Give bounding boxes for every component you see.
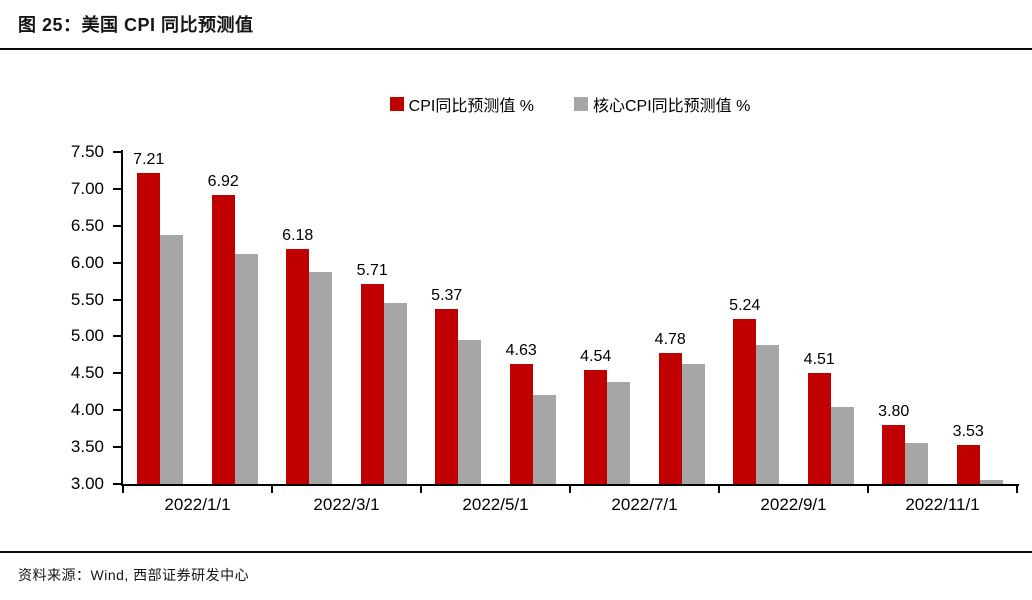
bar-value-label: 5.37 (431, 287, 463, 305)
bar-cpi-2022/10/1 (807, 372, 831, 484)
bar-core-cpi-2022/7/1 (607, 382, 631, 484)
y-tick (113, 187, 121, 190)
bar-value-label: 6.18 (282, 227, 314, 245)
y-tick (113, 409, 121, 412)
x-tick-label: 2022/1/1 (164, 495, 231, 514)
y-tick-label: 4.50 (70, 363, 104, 383)
chart-legend: CPI同比预测值 % 核心CPI同比预测值 % (123, 92, 1017, 116)
y-tick-label: 6.50 (70, 215, 104, 235)
x-axis-line (121, 484, 1019, 486)
bar-value-label: 3.53 (952, 422, 984, 440)
bar-core-cpi-2022/10/1 (830, 406, 854, 484)
legend-label-core-cpi: 核心CPI同比预测值 % (593, 98, 751, 115)
bar-value-label: 6.92 (207, 172, 239, 190)
bar-core-cpi-2022/8/1 (681, 363, 705, 484)
bar-cpi-2022/11/1 (882, 424, 906, 484)
x-tick-label: 2022/5/1 (462, 495, 529, 514)
bar-value-label: 4.78 (654, 330, 686, 348)
bar-core-cpi-2022/4/1 (383, 303, 407, 484)
bar-core-cpi-2022/3/1 (309, 271, 333, 484)
y-tick (113, 483, 121, 485)
bar-value-label: 3.80 (878, 402, 910, 420)
bar-value-label: 5.24 (729, 296, 761, 314)
legend-label-cpi: CPI同比预测值 % (408, 98, 534, 115)
y-tick-label: 3.50 (70, 437, 104, 457)
bar-value-label: 5.71 (356, 262, 388, 280)
x-tick-label: 2022/3/1 (313, 495, 380, 514)
bar-cpi-2022/6/1 (509, 363, 533, 484)
x-tick (122, 486, 124, 493)
bar-core-cpi-2022/6/1 (532, 395, 556, 484)
y-tick (113, 261, 121, 264)
y-tick-label: 3.00 (70, 474, 104, 493)
bar-cpi-2022/8/1 (658, 352, 682, 484)
bar-value-label: 7.21 (133, 151, 165, 169)
bar-cpi-2022/9/1 (733, 318, 757, 484)
y-tick-label: 7.50 (70, 142, 104, 161)
y-tick-label: 5.00 (70, 326, 104, 346)
x-tick (271, 486, 273, 493)
bar-core-cpi-2022/11/1 (905, 443, 929, 484)
bar-cpi-2022/4/1 (360, 284, 384, 484)
bar-value-label: 4.51 (803, 350, 835, 368)
bar-cpi-2022/5/1 (435, 309, 459, 484)
source-divider (0, 551, 1032, 553)
bar-cpi-2022/12/1 (956, 444, 980, 484)
x-tick-label: 2022/7/1 (611, 495, 678, 514)
y-tick (113, 151, 121, 153)
y-tick-label: 6.00 (70, 252, 104, 272)
x-tick (718, 486, 720, 493)
bar-core-cpi-2022/5/1 (458, 340, 482, 484)
figure-title: 图 25：美国 CPI 同比预测值 (18, 15, 254, 35)
x-tick (420, 486, 422, 493)
legend-swatch-cpi (389, 97, 404, 111)
bar-core-cpi-2022/2/1 (234, 253, 258, 484)
bar-core-cpi-2022/9/1 (756, 345, 780, 484)
y-tick (113, 372, 121, 375)
y-tick-label: 4.00 (70, 400, 104, 420)
bar-cpi-2022/2/1 (211, 194, 235, 484)
bar-value-label: 4.63 (505, 341, 537, 359)
y-tick-label: 7.00 (70, 178, 104, 198)
x-tick-label: 2022/9/1 (760, 495, 827, 514)
x-tick (1016, 486, 1018, 493)
title-divider (0, 48, 1032, 50)
x-tick (867, 486, 869, 493)
x-tick-label: 2022/11/1 (905, 495, 980, 514)
y-tick (113, 446, 121, 449)
bar-value-label: 4.54 (580, 348, 612, 366)
y-tick (113, 335, 121, 338)
y-tick (113, 298, 121, 301)
bar-core-cpi-2022/12/1 (979, 480, 1003, 484)
legend-swatch-core-cpi (574, 97, 588, 111)
source-note: 资料来源：Wind, 西部证券研发中心 (18, 567, 250, 583)
y-tick (113, 224, 121, 227)
legend-item-cpi: CPI同比预测值 % (389, 92, 534, 116)
y-axis-line (121, 150, 123, 486)
bar-cpi-2022/7/1 (584, 370, 608, 484)
x-tick (569, 486, 571, 493)
bar-cpi-2022/3/1 (286, 249, 310, 484)
bar-cpi-2022/1/1 (137, 173, 161, 484)
y-tick-label: 5.50 (70, 289, 104, 309)
legend-item-core-cpi: 核心CPI同比预测值 % (574, 92, 750, 116)
bar-core-cpi-2022/1/1 (160, 235, 184, 484)
